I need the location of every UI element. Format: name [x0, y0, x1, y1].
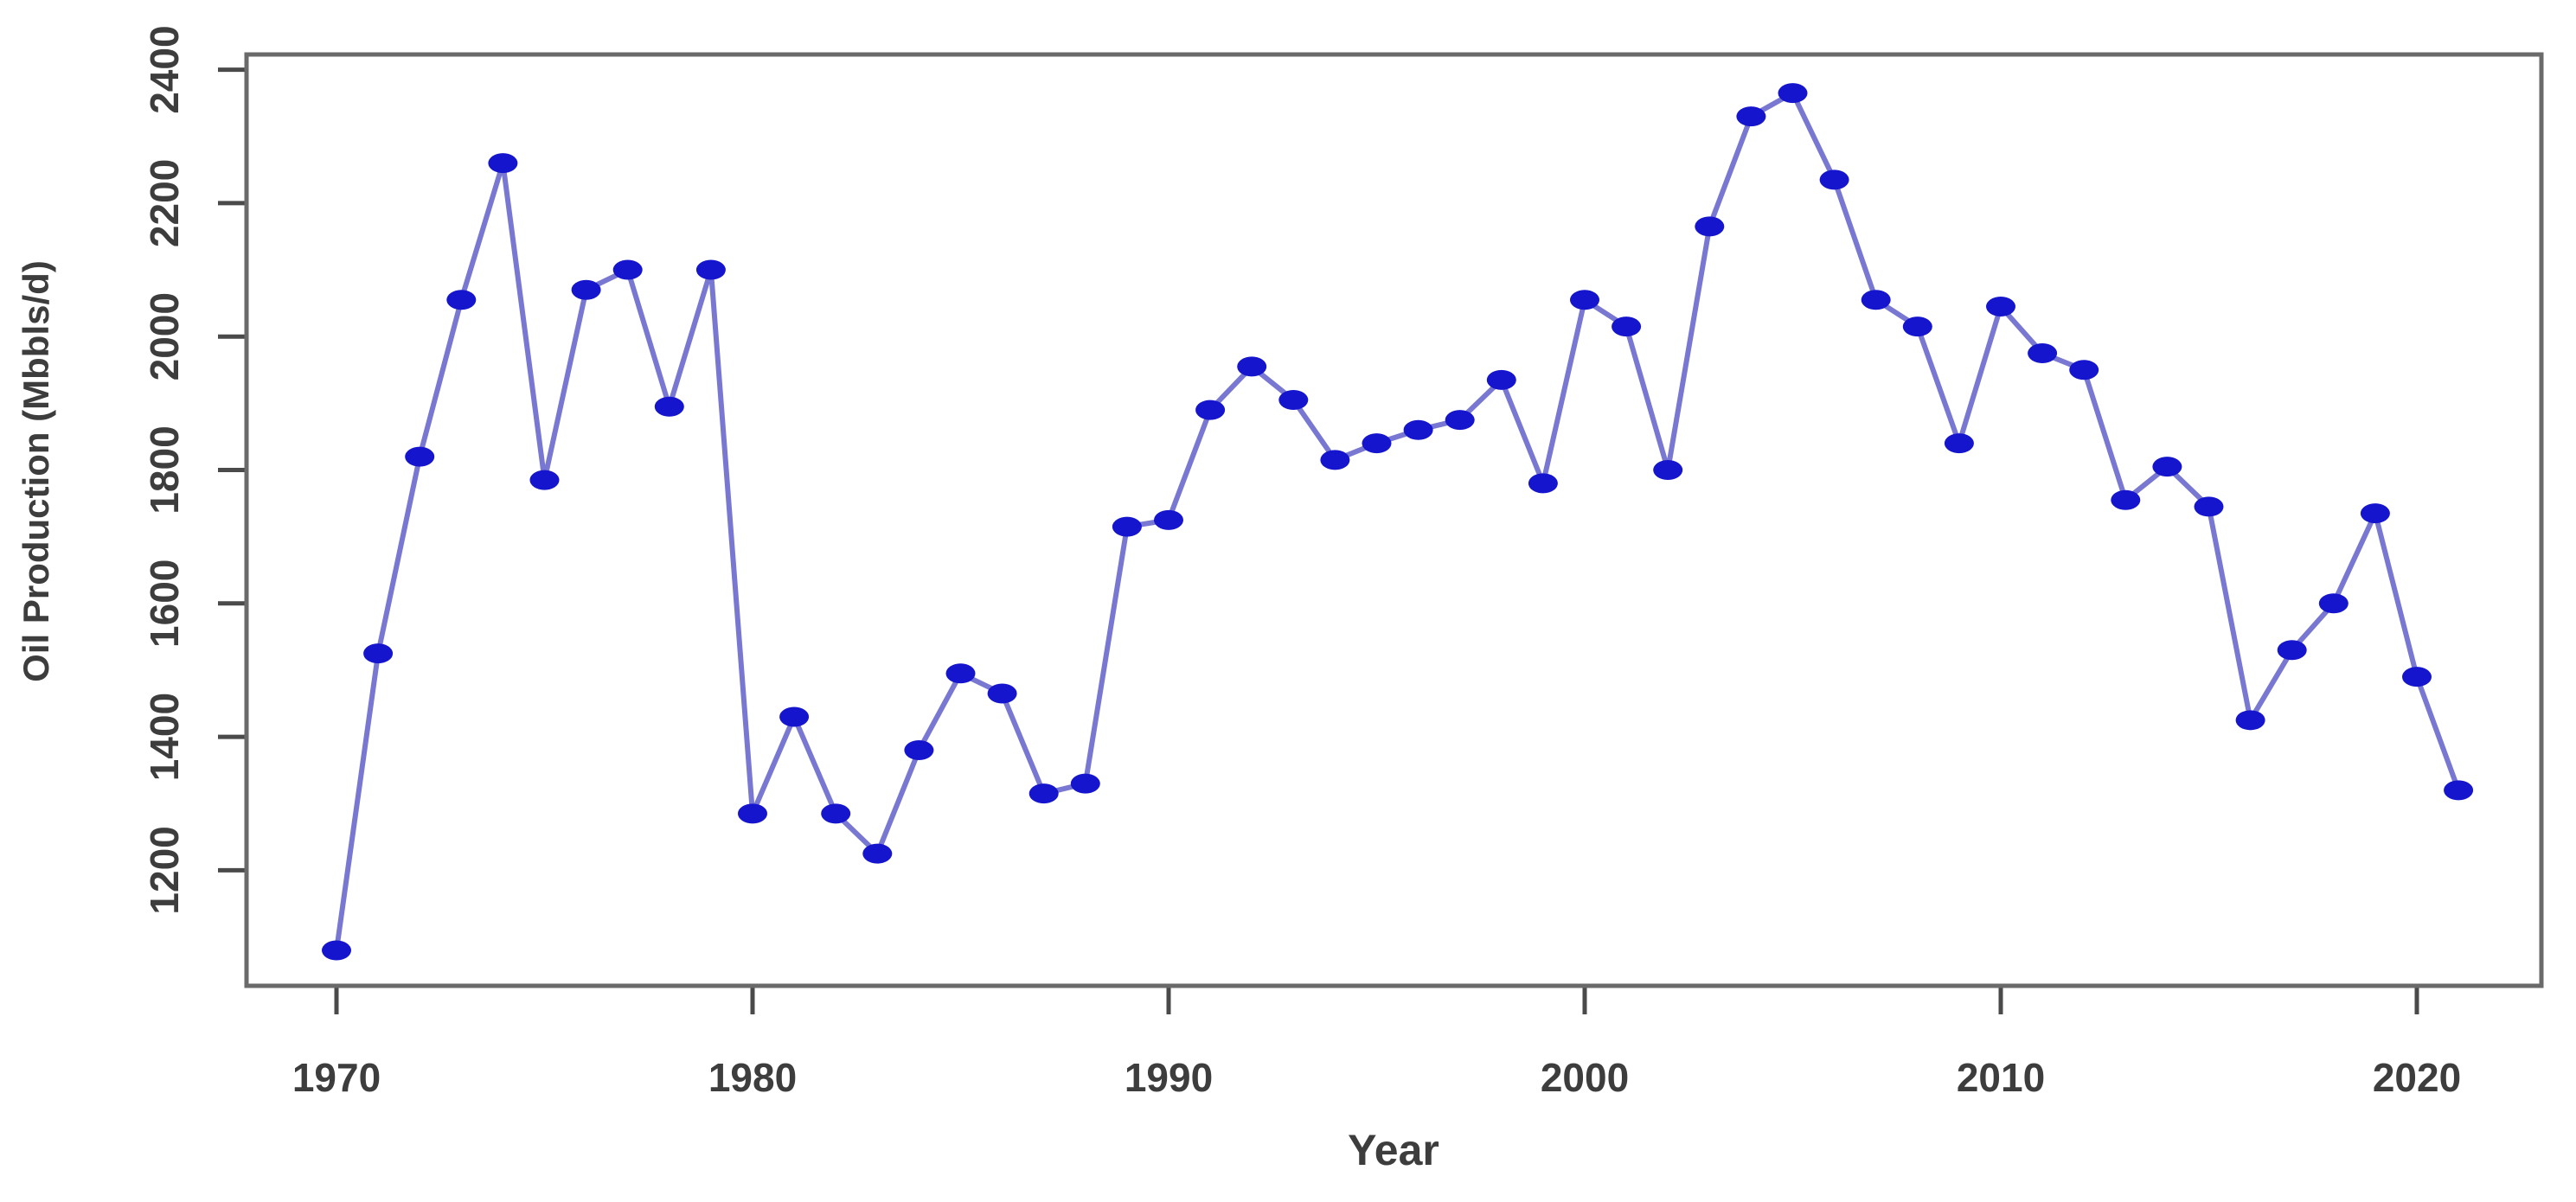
data-point — [1612, 316, 1642, 337]
data-point — [1154, 509, 1183, 530]
data-point — [695, 259, 726, 280]
data-point — [1653, 460, 1683, 480]
data-point — [862, 843, 893, 864]
data-point — [488, 153, 518, 174]
x-tick-label: 1990 — [1125, 1055, 1213, 1100]
data-point — [2194, 496, 2224, 517]
data-point — [1986, 296, 2015, 316]
y-tick-label: 2000 — [142, 292, 187, 380]
data-point — [1112, 516, 1142, 537]
data-point — [322, 940, 351, 961]
data-point — [1403, 419, 1433, 440]
data-point — [2360, 503, 2390, 524]
data-point — [2444, 780, 2474, 801]
plot-frame — [244, 52, 2544, 988]
data-point — [2235, 710, 2265, 731]
x-tick-label: 2020 — [2373, 1055, 2461, 1100]
x-tick-label: 1970 — [292, 1055, 381, 1100]
data-point — [363, 643, 394, 664]
data-point — [904, 740, 934, 761]
plot-background — [247, 54, 2541, 986]
data-point — [1902, 316, 1932, 337]
y-tick-label: 1200 — [142, 826, 187, 914]
data-point — [821, 803, 851, 824]
x-tick-label: 2000 — [1541, 1055, 1629, 1100]
y-tick-label: 2400 — [142, 25, 187, 113]
data-point — [529, 470, 560, 490]
data-point — [1819, 169, 1849, 190]
data-point — [1486, 369, 1516, 390]
data-point — [779, 706, 810, 727]
data-point — [612, 259, 643, 280]
data-point — [945, 663, 976, 684]
data-point — [1570, 290, 1599, 310]
data-point — [1320, 450, 1350, 470]
data-point — [2069, 360, 2099, 380]
data-line — [334, 90, 2462, 953]
data-point — [1695, 216, 1725, 237]
y-tick-label: 2200 — [142, 159, 187, 247]
data-point — [2318, 593, 2349, 614]
x-tick-label: 1980 — [708, 1055, 797, 1100]
data-point — [1028, 783, 1059, 804]
data-point — [1778, 83, 1808, 104]
data-point — [2111, 489, 2141, 510]
data-point — [1944, 433, 1974, 454]
data-point — [1195, 400, 1226, 420]
data-point — [1736, 106, 1766, 127]
data-point — [571, 279, 601, 300]
data-point — [2277, 640, 2307, 661]
data-point — [738, 803, 767, 824]
data-point — [1362, 433, 1392, 454]
data-point — [1861, 290, 1891, 310]
data-point — [1278, 389, 1309, 410]
y-axis-title: Oil Production (Mbbls/d) — [16, 260, 56, 682]
data-point — [654, 396, 684, 417]
x-tick-label: 2010 — [1957, 1055, 2045, 1100]
data-point — [405, 446, 435, 467]
data-point — [2402, 667, 2432, 687]
y-tick-label: 1400 — [142, 693, 187, 781]
data-point — [446, 290, 477, 310]
data-point — [987, 683, 1017, 704]
data-point — [1070, 773, 1100, 794]
y-tick-label: 1600 — [142, 559, 187, 648]
x-axis-title: Year — [1348, 1126, 1439, 1174]
data-point — [1237, 356, 1267, 377]
y-tick-label: 1800 — [142, 425, 187, 514]
data-point — [2028, 342, 2058, 363]
data-point — [1445, 410, 1475, 431]
data-point — [2152, 457, 2182, 477]
data-point — [1528, 473, 1558, 494]
